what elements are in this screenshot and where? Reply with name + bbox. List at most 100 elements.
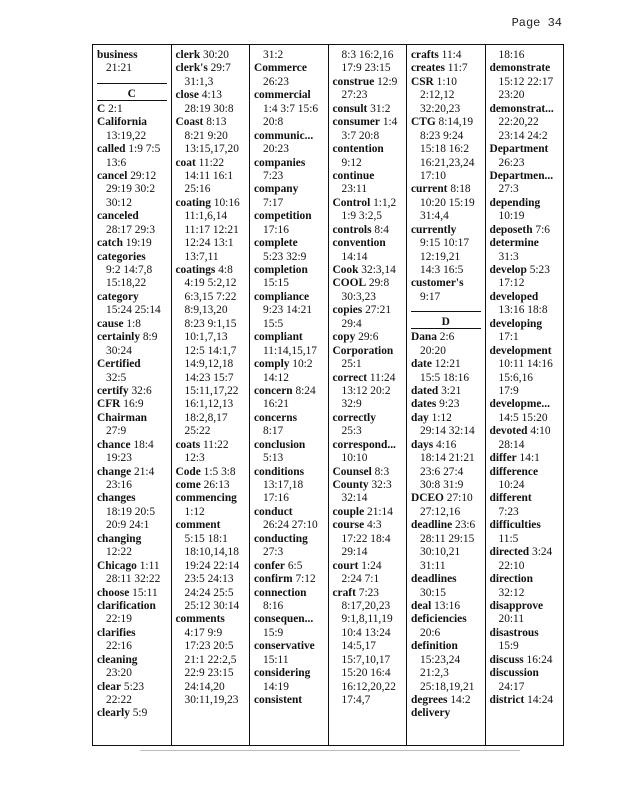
index-entry: current 8:18 [411,183,485,196]
index-entry: determine [490,237,564,250]
page-line-refs: 5:15 18:1 [184,532,228,545]
index-term: clerk [175,49,201,61]
section-letter: C [127,87,136,100]
index-entry-continuation: 10:24 [490,479,564,492]
index-term: competition [254,210,312,223]
index-term: Counsel [332,465,372,478]
index-entry: Certified [97,358,171,371]
index-entry-continuation: 23:16 [97,479,171,492]
page-line-refs: 18:4 [130,438,154,451]
index-entry-continuation: 10:10 [333,452,407,465]
index-entry-continuation: 31:2 [254,49,328,62]
index-term: confer [254,559,285,572]
page-line-refs: 4:13 [198,89,223,102]
page-line-refs: 1:8 [123,317,141,330]
letter-section-header: D [411,304,481,331]
page-line-refs: 15:7,10,17 [341,653,391,666]
index-entry-continuation: 28:17 29:3 [97,224,171,237]
page-line-refs: 29:6 [355,331,379,344]
index-term: deal [411,599,432,612]
index-term: consumer [332,116,380,129]
page-line-refs: 14:24 [524,694,554,706]
page-line-refs: 27:23 [341,89,368,102]
index-entry: degrees 14:2 [411,694,485,707]
index-entry: companies [254,157,328,170]
index-entry-continuation: 4:17 9:9 [176,627,250,640]
index-term: delivery [411,707,451,720]
page-line-refs: 25:18,19,21 [420,680,475,693]
index-term: changing [97,532,142,545]
page-line-refs: 4:16 [433,438,457,451]
page-line-refs: 17:22 18:4 [341,532,391,545]
index-term: developed [489,290,539,303]
index-entry-continuation: 13:7,11 [176,251,250,264]
page-line-refs: 12:24 13:1 [184,237,234,250]
page-line-refs: 13:19,22 [106,129,147,142]
index-entry-continuation: 14:12 [254,372,328,385]
index-entry-continuation: 25:3 [333,425,407,438]
page-line-refs: 11:7 [444,62,468,75]
index-entry-continuation: 17:4,7 [333,694,407,707]
index-entry: Coast 8:13 [176,116,250,129]
page-line-refs: 16:21,23,24 [420,156,475,169]
page-line-refs: 32:20,23 [420,102,461,115]
page-line-refs: 7:17 [263,196,284,209]
index-entry-continuation: 25:16 [176,183,250,196]
page-line-refs: 14:1 [516,452,540,465]
page-line-refs: 23:6 27:4 [420,465,464,478]
page-line-refs: 31:3 [498,250,519,263]
index-entry: conditions [254,466,328,479]
index-entry-continuation: 10:19 [490,210,564,223]
index-entry-continuation: 17:16 [254,492,328,505]
index-term: completion [254,264,308,276]
index-entry-continuation: 19:23 [97,452,171,465]
page-line-refs: 10:19 [498,210,525,223]
index-entry-continuation: 20:23 [254,143,328,156]
page-line-refs: 13:17,18 [263,479,304,491]
page-line-refs: 25:12 30:14 [184,599,240,612]
page-line-refs: 8:13 [203,116,227,129]
page-line-refs: 15:6,16 [498,371,534,384]
index-entry-continuation: 21:1 22:2,5 [176,654,250,667]
index-entry-continuation: 14:5,17 [333,640,407,653]
divider [411,311,481,313]
index-term: compliance [254,290,310,303]
page-line-refs: 8:17 [263,425,284,438]
index-entry: couple 21:14 [333,506,407,519]
index-entry: correctly [333,412,407,425]
page-line-refs: 7:12 [292,573,316,586]
index-term: Certified [97,358,141,371]
index-entry: developme... [490,398,564,411]
index-entry: company [254,183,328,196]
index-term: couple [332,505,365,518]
index-entry-continuation: 3:7 20:8 [333,130,407,143]
index-entry: customer's [411,277,485,290]
index-entry: called 1:9 7:5 [97,143,171,156]
index-entry-continuation: 20:8 [254,116,328,129]
page-line-refs: 8:4 [371,223,389,236]
page-line-refs: 7:6 [532,223,550,236]
index-entry-continuation: 31:3 [490,251,564,264]
index-entry: connection [254,587,328,600]
page-line-refs: 19:19 [122,237,152,250]
page-line-refs: 23:14 24:2 [498,129,548,142]
page-line-refs: 14:23 15:7 [184,371,234,384]
index-term: directed [489,546,530,559]
index-term: disastrous [489,626,539,639]
index-entry: depending [490,197,564,210]
index-entry-continuation: 19:24 22:14 [176,560,250,573]
page-line-refs: 29:7 [207,62,231,75]
page-line-refs: 8:16 [263,599,284,612]
page-line-refs: 15:11 [263,653,289,666]
index-entry-continuation: 15:5 18:16 [411,372,485,385]
index-term: differ [489,452,517,465]
page-line-refs: 28:11 29:15 [420,532,475,545]
page-line-refs: 20:11 [498,613,525,626]
page-line-refs: 8:9,13,20 [184,304,228,317]
index-entry-continuation: 24:24 25:5 [176,587,250,600]
index-entry-continuation: 12:19,21 [411,251,485,264]
page-line-refs: 11:17 12:21 [184,223,239,236]
index-entry: coats 11:22 [176,439,250,452]
index-term: deadlines [411,573,457,586]
index-entry-continuation: 2:24 7:1 [333,573,407,586]
